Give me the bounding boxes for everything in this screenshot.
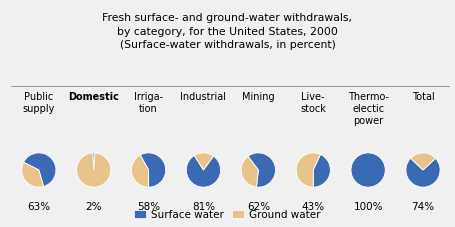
Text: Fresh surface- and ground-water withdrawals,
by category, for the United States,: Fresh surface- and ground-water withdraw… [102,13,353,50]
Wedge shape [351,153,385,187]
Wedge shape [131,155,149,187]
Legend: Surface water, Ground water: Surface water, Ground water [135,210,320,220]
Wedge shape [406,158,440,187]
Wedge shape [410,153,435,170]
Wedge shape [248,153,275,187]
Text: Thermo-
electic
power: Thermo- electic power [348,92,389,126]
Wedge shape [76,153,111,187]
Wedge shape [24,153,56,187]
Text: 100%: 100% [354,201,383,211]
Text: Industrial: Industrial [181,92,227,102]
Wedge shape [313,155,330,187]
Text: Public
supply: Public supply [23,92,55,114]
Wedge shape [187,156,221,187]
Text: Mining: Mining [242,92,275,102]
Wedge shape [93,153,95,170]
Wedge shape [140,153,166,187]
Text: 62%: 62% [247,201,270,211]
Text: Total: Total [412,92,435,102]
Wedge shape [296,153,320,187]
Text: Domestic: Domestic [68,92,119,102]
Text: 58%: 58% [137,201,160,211]
Wedge shape [241,157,258,187]
Wedge shape [194,153,213,170]
Text: 63%: 63% [27,201,51,211]
Text: 81%: 81% [192,201,215,211]
Text: 2%: 2% [86,201,102,211]
Wedge shape [22,163,44,187]
Text: 74%: 74% [411,201,435,211]
Text: Live-
stock: Live- stock [300,92,326,114]
Text: Irriga-
tion: Irriga- tion [134,92,163,114]
Text: 43%: 43% [302,201,325,211]
